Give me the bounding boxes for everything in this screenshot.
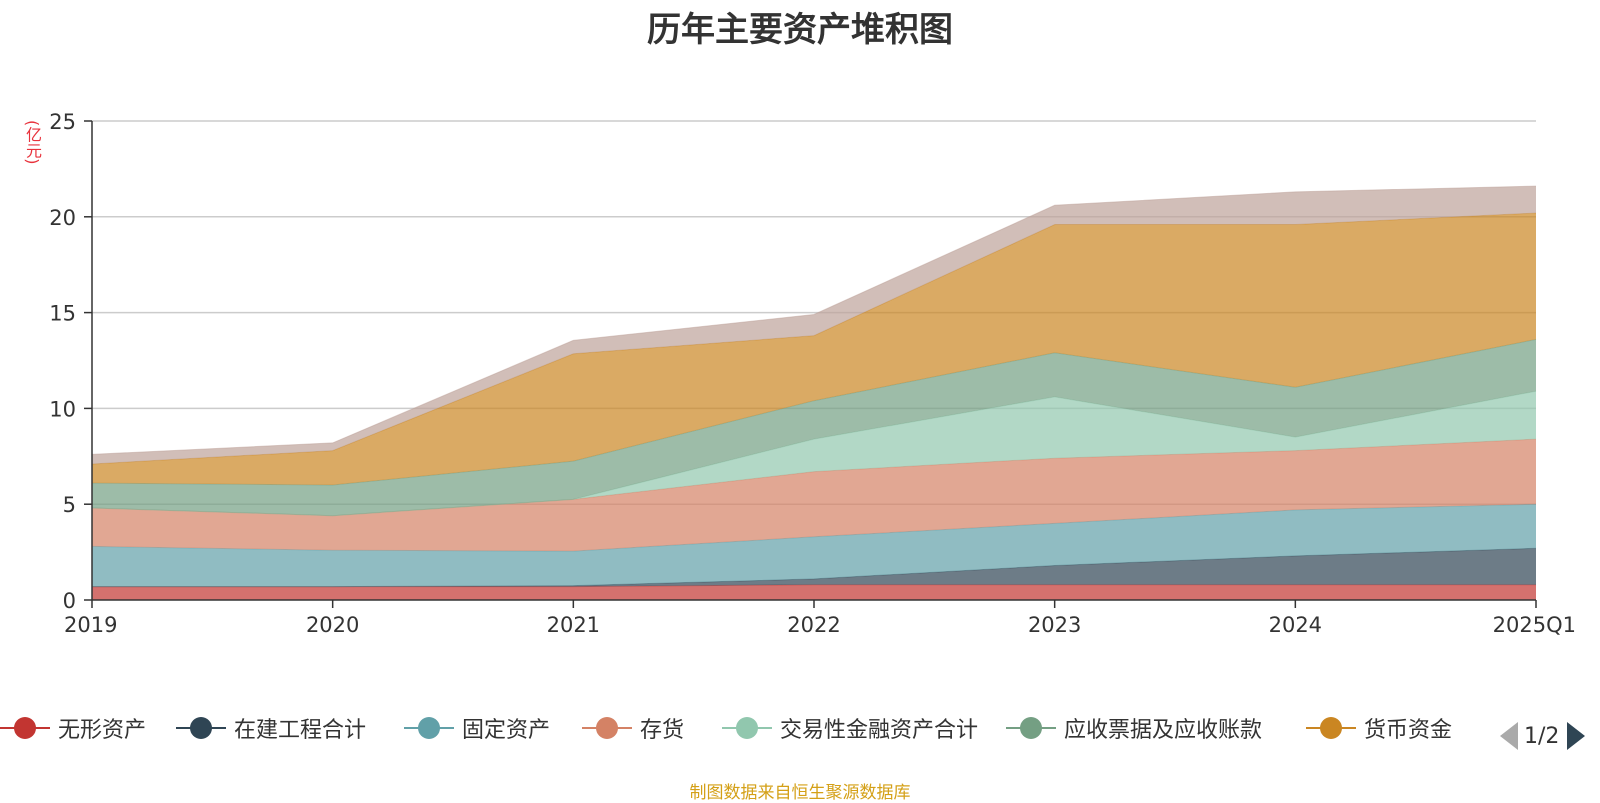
x-tick-label: 2021 — [547, 613, 600, 637]
y-tick-label: 20 — [49, 206, 76, 230]
legend-next-page-button[interactable] — [1567, 722, 1586, 750]
area-series-4[interactable] — [92, 439, 1536, 552]
x-tick-label: 2019 — [64, 613, 117, 637]
legend-item[interactable]: 固定资产 — [404, 708, 550, 748]
legend-label: 在建工程合计 — [234, 718, 367, 743]
x-tick-label: 2025Q1 — [1493, 613, 1576, 637]
legend-item[interactable]: 在建工程合计 — [176, 708, 366, 748]
area-series-5[interactable] — [92, 391, 1536, 516]
legend-marker-icon — [722, 713, 772, 743]
y-tick-label: 15 — [49, 302, 76, 326]
y-tick-label: 0 — [63, 589, 76, 613]
legend-label: 存货 — [640, 718, 685, 743]
x-tick-label: 2024 — [1269, 613, 1322, 637]
area-series-7[interactable] — [92, 213, 1536, 485]
y-tick-label: 10 — [49, 397, 76, 421]
axes — [84, 120, 1537, 608]
legend-marker-icon — [1006, 713, 1056, 743]
x-tick-label: 2022 — [787, 613, 840, 637]
legend: 无形资产 在建工程合计 固定资产 存货 交易性金融资产合计 应收票据及应收账款 货币资金 — [0, 708, 1600, 748]
legend-marker-icon — [1306, 713, 1356, 743]
legend-label: 无形资产 — [58, 718, 147, 743]
area-series-2[interactable] — [92, 548, 1536, 587]
area-series-1[interactable] — [92, 584, 1536, 600]
legend-label: 交易性金融资产合计 — [780, 718, 979, 743]
stacked-area-chart: 0 5 10 15 20 25 2019 2020 2021 2022 2023 2024 2025Q1 — [49, 110, 1576, 637]
legend-label: 应收票据及应收账款 — [1064, 718, 1263, 743]
legend-prev-page-button[interactable] — [1500, 722, 1518, 750]
area-series-edge-8 — [91, 185, 1537, 455]
x-tick-label: 2023 — [1028, 613, 1081, 637]
area-series-8[interactable] — [92, 186, 1536, 464]
y-axis-unit-label: (亿元) — [23, 120, 42, 165]
legend-marker-icon — [0, 713, 50, 743]
legend-item[interactable]: 存货 — [582, 708, 684, 748]
legend-marker-icon — [404, 713, 454, 743]
legend-label: 固定资产 — [462, 718, 551, 743]
legend-page-indicator: 1/2 — [1524, 723, 1560, 749]
legend-item[interactable]: 应收票据及应收账款 — [1006, 708, 1262, 748]
legend-label: 货币资金 — [1364, 718, 1453, 743]
area-series — [91, 185, 1537, 600]
legend-marker-icon — [582, 713, 632, 743]
legend-pager: 1/2 — [1500, 718, 1586, 754]
legend-item[interactable]: 交易性金融资产合计 — [722, 708, 978, 748]
x-tick-label: 2020 — [306, 613, 359, 637]
y-tick-label: 5 — [63, 493, 76, 517]
tick-labels: 0 5 10 15 20 25 2019 2020 2021 2022 2023 2024 2025Q1 — [49, 110, 1576, 637]
chart-title: 历年主要资产堆积图 — [647, 10, 953, 50]
area-series-6[interactable] — [92, 339, 1536, 516]
legend-item[interactable]: 货币资金 — [1306, 708, 1452, 748]
area-series-3[interactable] — [92, 504, 1536, 587]
data-source-note: 制图数据来自恒生聚源数据库 — [689, 783, 911, 803]
legend-item[interactable]: 无形资产 — [0, 708, 146, 748]
legend-marker-icon — [176, 713, 226, 743]
y-tick-label: 25 — [49, 110, 76, 134]
